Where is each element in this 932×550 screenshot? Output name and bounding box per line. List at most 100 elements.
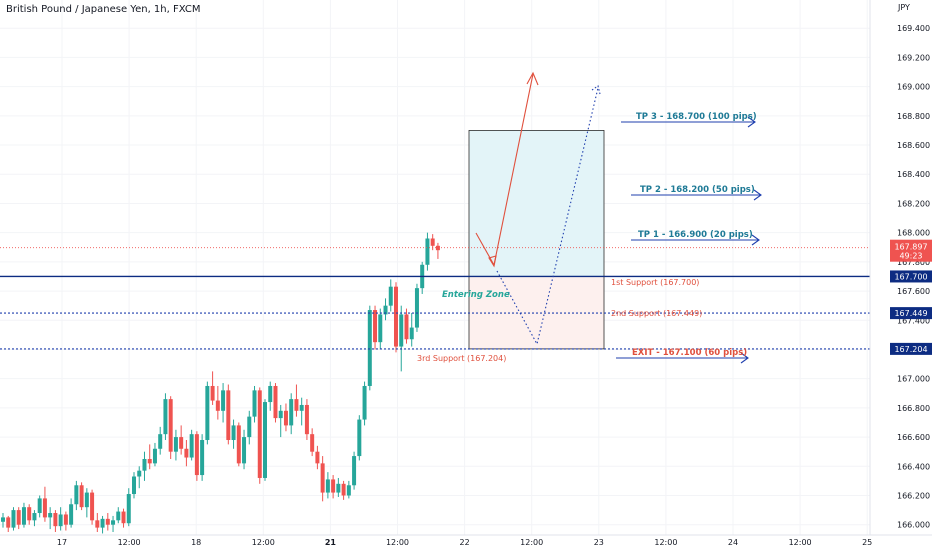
candle: [352, 451, 357, 490]
candle: [257, 387, 262, 484]
candle: [200, 434, 205, 481]
candle: [273, 383, 278, 423]
candle: [121, 508, 126, 528]
candle: [404, 308, 409, 344]
candle: [373, 305, 378, 350]
level-price-value: 167.700: [894, 272, 927, 281]
grid: [0, 0, 870, 535]
candle: [74, 480, 79, 511]
price-axis-tick: 169.000: [897, 83, 930, 92]
candle: [142, 451, 147, 481]
time-axis-tick: 24: [728, 538, 738, 547]
candles: [1, 232, 440, 534]
candle: [231, 419, 236, 449]
candle: [194, 431, 199, 481]
candle: [205, 381, 210, 445]
time-axis-tick: 17: [57, 538, 67, 547]
candle: [105, 513, 110, 531]
candle: [268, 381, 273, 411]
support1-label: 1st Support (167.700): [611, 278, 699, 287]
time-axis-tick: 12:00: [654, 538, 677, 547]
candle: [27, 504, 32, 525]
candle: [173, 429, 178, 461]
price-axis-tick: 166.200: [897, 491, 930, 500]
candle: [21, 502, 26, 528]
price-axis-tick: 169.200: [897, 53, 930, 62]
candle: [11, 507, 16, 531]
candle: [341, 480, 346, 500]
candle: [320, 456, 325, 502]
candle: [399, 305, 404, 372]
price-axis-tick: 166.000: [897, 521, 930, 530]
candle: [58, 507, 63, 531]
candle: [48, 507, 53, 530]
candle: [325, 472, 330, 499]
time-axis-tick: 23: [594, 538, 604, 547]
red-arrow-head-down: [488, 255, 497, 268]
tp2-label: TP 2 - 168.200 (50 pips): [640, 185, 755, 195]
currency-label: JPY: [898, 3, 910, 12]
candle: [226, 384, 231, 445]
level-price-value: 167.449: [894, 309, 927, 318]
candle: [6, 515, 11, 532]
candle: [221, 383, 226, 423]
candle: [304, 399, 309, 441]
current-price-tag: [890, 239, 932, 262]
price-axis-tick: 168.400: [897, 170, 930, 179]
support2-label: 2nd Support (167.449): [611, 309, 702, 318]
candle: [84, 488, 89, 518]
candle: [132, 472, 136, 499]
tp2-arrow: [631, 189, 762, 201]
candle: [420, 261, 425, 294]
entering-zone-label: Entering Zone: [442, 290, 510, 300]
level-price-tag: [890, 307, 932, 320]
candle: [189, 429, 194, 461]
support3-label: 3rd Support (167.204): [417, 354, 506, 363]
price-levels: [0, 275, 870, 350]
candle: [388, 279, 393, 312]
countdown-value: 49:23: [899, 252, 922, 261]
price-axis-tick: 168.600: [897, 141, 930, 150]
price-axis-tick: 167.400: [897, 316, 930, 325]
price-axis-tick: 169.400: [897, 24, 930, 33]
tp3-arrow: [621, 116, 756, 128]
time-axis-tick: 25: [862, 538, 872, 547]
candle: [179, 425, 184, 455]
candle: [252, 385, 257, 423]
time-axis-tick: 12:00: [252, 538, 275, 547]
price-axis-tick: 168.800: [897, 112, 930, 121]
price-axis-tick: 167.600: [897, 287, 930, 296]
candle: [95, 513, 100, 532]
candle: [163, 393, 168, 441]
candle: [168, 396, 173, 459]
time-axis-tick: 12:00: [520, 538, 543, 547]
time-axis-tick: 22: [460, 538, 470, 547]
time-axis[interactable]: 17 12:00 18 12:00 21 12:00 22 12:00 23 12:00 24 12:…: [57, 538, 872, 547]
price-axis-tick: 167.800: [897, 258, 930, 267]
candle: [1, 513, 5, 528]
candle: [42, 486, 47, 522]
tp3-label: TP 3 - 168.700 (100 pips): [636, 112, 757, 122]
time-axis-tick: 12:00: [386, 538, 409, 547]
candle: [126, 488, 131, 527]
blue-arrow-head: [591, 85, 601, 95]
exit-label: EXIT - 167.100 (60 pips): [632, 348, 747, 358]
chart-title: British Pound / Japanese Yen, 1h, FXCM: [6, 4, 201, 15]
time-axis-tick: 12:00: [789, 538, 812, 547]
candle: [210, 371, 215, 405]
candle: [147, 444, 152, 470]
candle: [116, 507, 121, 524]
candle: [69, 498, 74, 528]
level-price-value: 167.204: [894, 345, 927, 354]
candle: [100, 515, 105, 534]
candle: [158, 426, 163, 455]
candle: [37, 495, 42, 518]
candle: [236, 422, 241, 467]
price-axis-tick: 168.000: [897, 229, 930, 238]
current-price-value: 167.897: [894, 243, 927, 252]
take-profit-zone[interactable]: [468, 130, 605, 277]
candle: [336, 477, 341, 497]
candle: [383, 298, 388, 321]
